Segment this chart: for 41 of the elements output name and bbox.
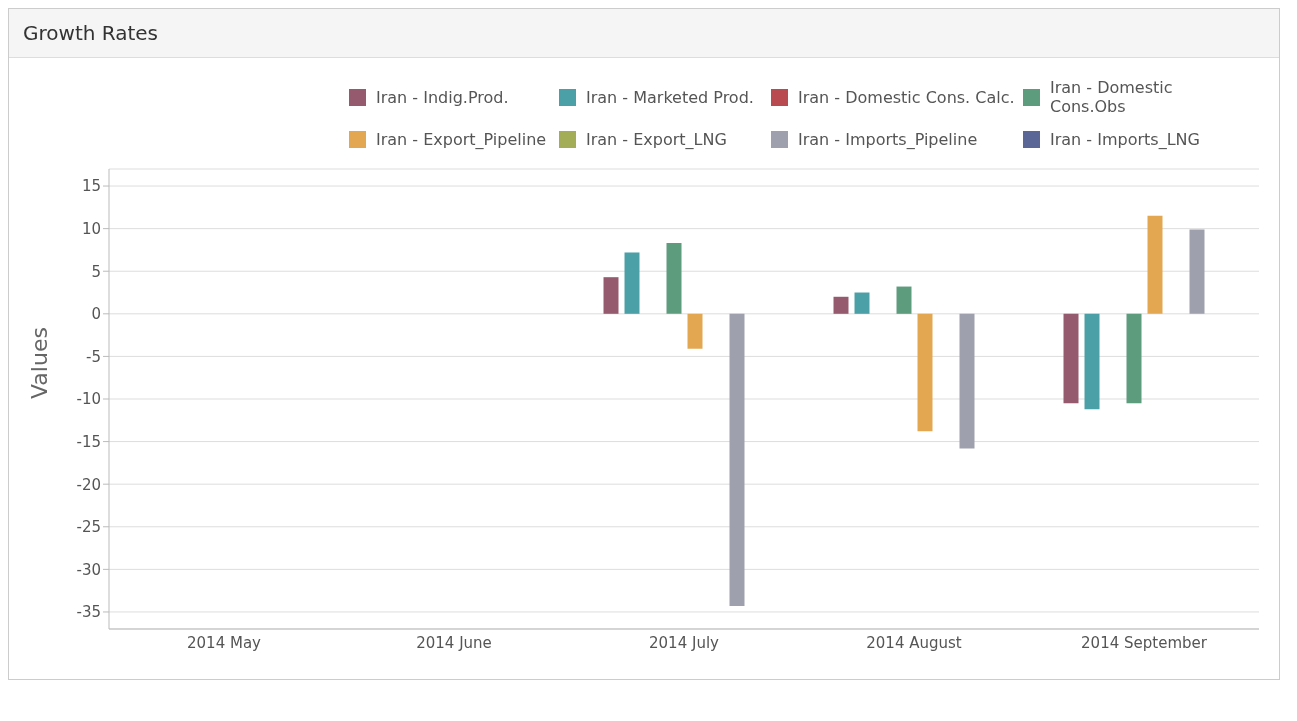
bar [833,296,849,314]
bar [687,313,703,349]
bar [1063,313,1079,404]
bar [959,313,975,449]
legend-label: Iran - Domestic Cons.Obs [1049,78,1174,116]
legend-label: Iran - Indig.Prod. [376,87,509,107]
y-tick-label: -30 [76,560,101,579]
legend-label: Iran - Imports_LNG [1050,130,1200,149]
y-tick-label: 15 [81,177,101,196]
legend-label: Iran - Export_LNG [586,130,727,149]
y-axis-title: Values [26,327,52,399]
bar [896,286,912,314]
bar [1147,215,1163,314]
x-tick-label: 2014 September [1081,633,1208,652]
bar [1189,229,1205,314]
y-tick-label: -25 [76,518,101,537]
bar [666,243,682,314]
legend-label: Iran - Export_Pipeline [376,130,547,149]
bar [854,292,870,314]
y-tick-label: -35 [76,603,101,622]
y-tick-label: 0 [91,305,101,324]
x-tick-label: 2014 May [187,633,262,652]
bar [624,252,640,314]
y-tick-label: -15 [76,432,101,451]
x-tick-label: 2014 July [649,633,720,652]
chart-title: Growth Rates [9,9,1279,58]
y-tick-label: -5 [86,347,101,366]
x-tick-label: 2014 August [866,633,962,652]
y-tick-label: 5 [91,262,101,281]
bar [1084,313,1100,410]
y-tick-label: 10 [81,219,101,238]
y-tick-label: -10 [76,390,101,409]
bar [729,313,745,606]
legend-label: Iran - Marketed Prod. [586,87,754,107]
bar [1126,313,1142,404]
legend-label: Iran - Domestic Cons. Calc. [798,87,1015,107]
legend-label: Iran - Imports_Pipeline [798,130,978,149]
x-tick-label: 2014 June [416,633,492,652]
bar [917,313,933,432]
y-tick-label: -20 [76,475,101,494]
bar [603,277,619,314]
